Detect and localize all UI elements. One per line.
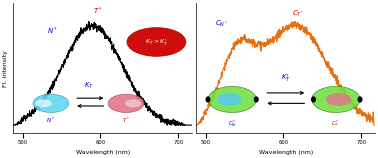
Ellipse shape [206,96,211,103]
Text: $C_{N^*}$: $C_{N^*}$ [215,19,228,30]
Ellipse shape [217,93,242,106]
Text: $C_N^*$: $C_N^*$ [228,118,237,129]
Text: $N^*$: $N^*$ [47,25,58,37]
Text: $T^*$: $T^*$ [122,116,130,125]
Ellipse shape [208,86,256,112]
Ellipse shape [312,86,360,112]
Ellipse shape [125,99,141,107]
Y-axis label: Fl. Intensity: Fl. Intensity [3,50,8,87]
Text: $T^*$: $T^*$ [93,6,103,17]
Text: $K_T$: $K_T$ [84,81,94,91]
Ellipse shape [311,96,316,103]
Text: $K_T'$: $K_T'$ [281,73,291,85]
Ellipse shape [358,96,363,103]
Text: $C_T^*$: $C_T^*$ [332,118,340,129]
Ellipse shape [326,93,351,106]
Text: $N^*$: $N^*$ [46,116,56,125]
Ellipse shape [36,99,52,107]
X-axis label: Wavelength (nm): Wavelength (nm) [259,150,313,155]
X-axis label: Wavelength (nm): Wavelength (nm) [76,150,130,155]
Text: $K_T > K_T'$: $K_T > K_T'$ [145,37,168,48]
Ellipse shape [33,94,69,112]
Ellipse shape [127,28,186,56]
Text: $C_{T^*}$: $C_{T^*}$ [292,9,305,19]
Ellipse shape [254,96,259,103]
Ellipse shape [108,94,144,112]
